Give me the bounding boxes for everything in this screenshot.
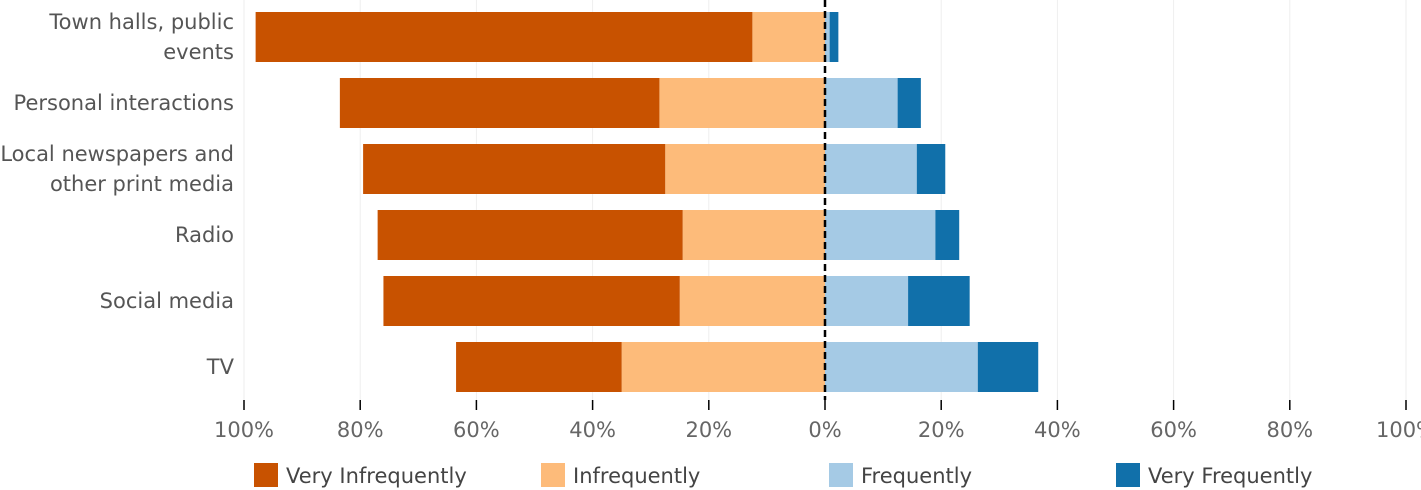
- category-label: Personal interactions: [14, 91, 234, 115]
- x-tick-label: 20%: [918, 418, 965, 442]
- bar-infrequently: [665, 144, 825, 194]
- legend-label: Very Infrequently: [286, 464, 467, 488]
- x-tick-label: 100%: [214, 418, 274, 442]
- x-tick-label: 80%: [1266, 418, 1313, 442]
- legend-swatch: [829, 463, 853, 487]
- bar-very-frequently: [916, 144, 946, 194]
- bar-frequently: [825, 342, 978, 392]
- x-tick-label: 40%: [1034, 418, 1081, 442]
- bar-very-infrequently: [363, 144, 666, 194]
- bar-very-frequently: [977, 342, 1039, 392]
- bar-very-frequently: [829, 12, 839, 62]
- category-label: Local newspapers and: [0, 142, 234, 166]
- gridlines: [243, 0, 1407, 400]
- category-label: Radio: [175, 223, 234, 247]
- bar-frequently: [825, 144, 917, 194]
- bar-very-infrequently: [383, 276, 680, 326]
- x-tick-label: 60%: [453, 418, 500, 442]
- legend-swatch: [541, 463, 565, 487]
- category-labels: Town halls, public events Personal interac…: [0, 10, 234, 379]
- bar-very-frequently: [897, 78, 921, 128]
- x-tick-label: 20%: [685, 418, 732, 442]
- legend-swatch: [254, 463, 278, 487]
- bar-very-infrequently: [456, 342, 622, 392]
- x-tick-label: 80%: [337, 418, 384, 442]
- x-tick-label: 60%: [1150, 418, 1197, 442]
- bar-infrequently: [752, 12, 825, 62]
- x-tick-label: 40%: [569, 418, 616, 442]
- bar-infrequently: [621, 342, 825, 392]
- category-label: Town halls, public: [48, 10, 234, 34]
- category-label: events: [163, 40, 234, 64]
- bar-very-frequently: [935, 210, 960, 260]
- legend-label: Infrequently: [573, 464, 700, 488]
- category-label: Social media: [100, 289, 234, 313]
- legend-swatch: [1116, 463, 1140, 487]
- x-axis: 100% 80% 60% 40% 20% 0% 20% 40% 60% 80% 100%: [214, 0, 1421, 442]
- bar-frequently: [825, 12, 830, 62]
- bar-frequently: [825, 276, 909, 326]
- legend-label: Very Frequently: [1148, 464, 1312, 488]
- bar-very-frequently: [908, 276, 970, 326]
- bar-very-infrequently: [339, 78, 660, 128]
- x-tick-label: 0%: [808, 418, 841, 442]
- bar-very-infrequently: [255, 12, 753, 62]
- bar-infrequently: [679, 276, 825, 326]
- bar-frequently: [825, 78, 898, 128]
- bar-infrequently: [682, 210, 825, 260]
- legend-label: Frequently: [861, 464, 972, 488]
- bar-infrequently: [659, 78, 825, 128]
- bar-frequently: [825, 210, 936, 260]
- category-label: other print media: [50, 172, 234, 196]
- bar-very-infrequently: [377, 210, 683, 260]
- category-label: TV: [206, 355, 235, 379]
- x-tick-label: 100%: [1376, 418, 1421, 442]
- legend: Very Infrequently Infrequently Frequently V…: [254, 463, 1312, 488]
- bars: [255, 12, 1039, 392]
